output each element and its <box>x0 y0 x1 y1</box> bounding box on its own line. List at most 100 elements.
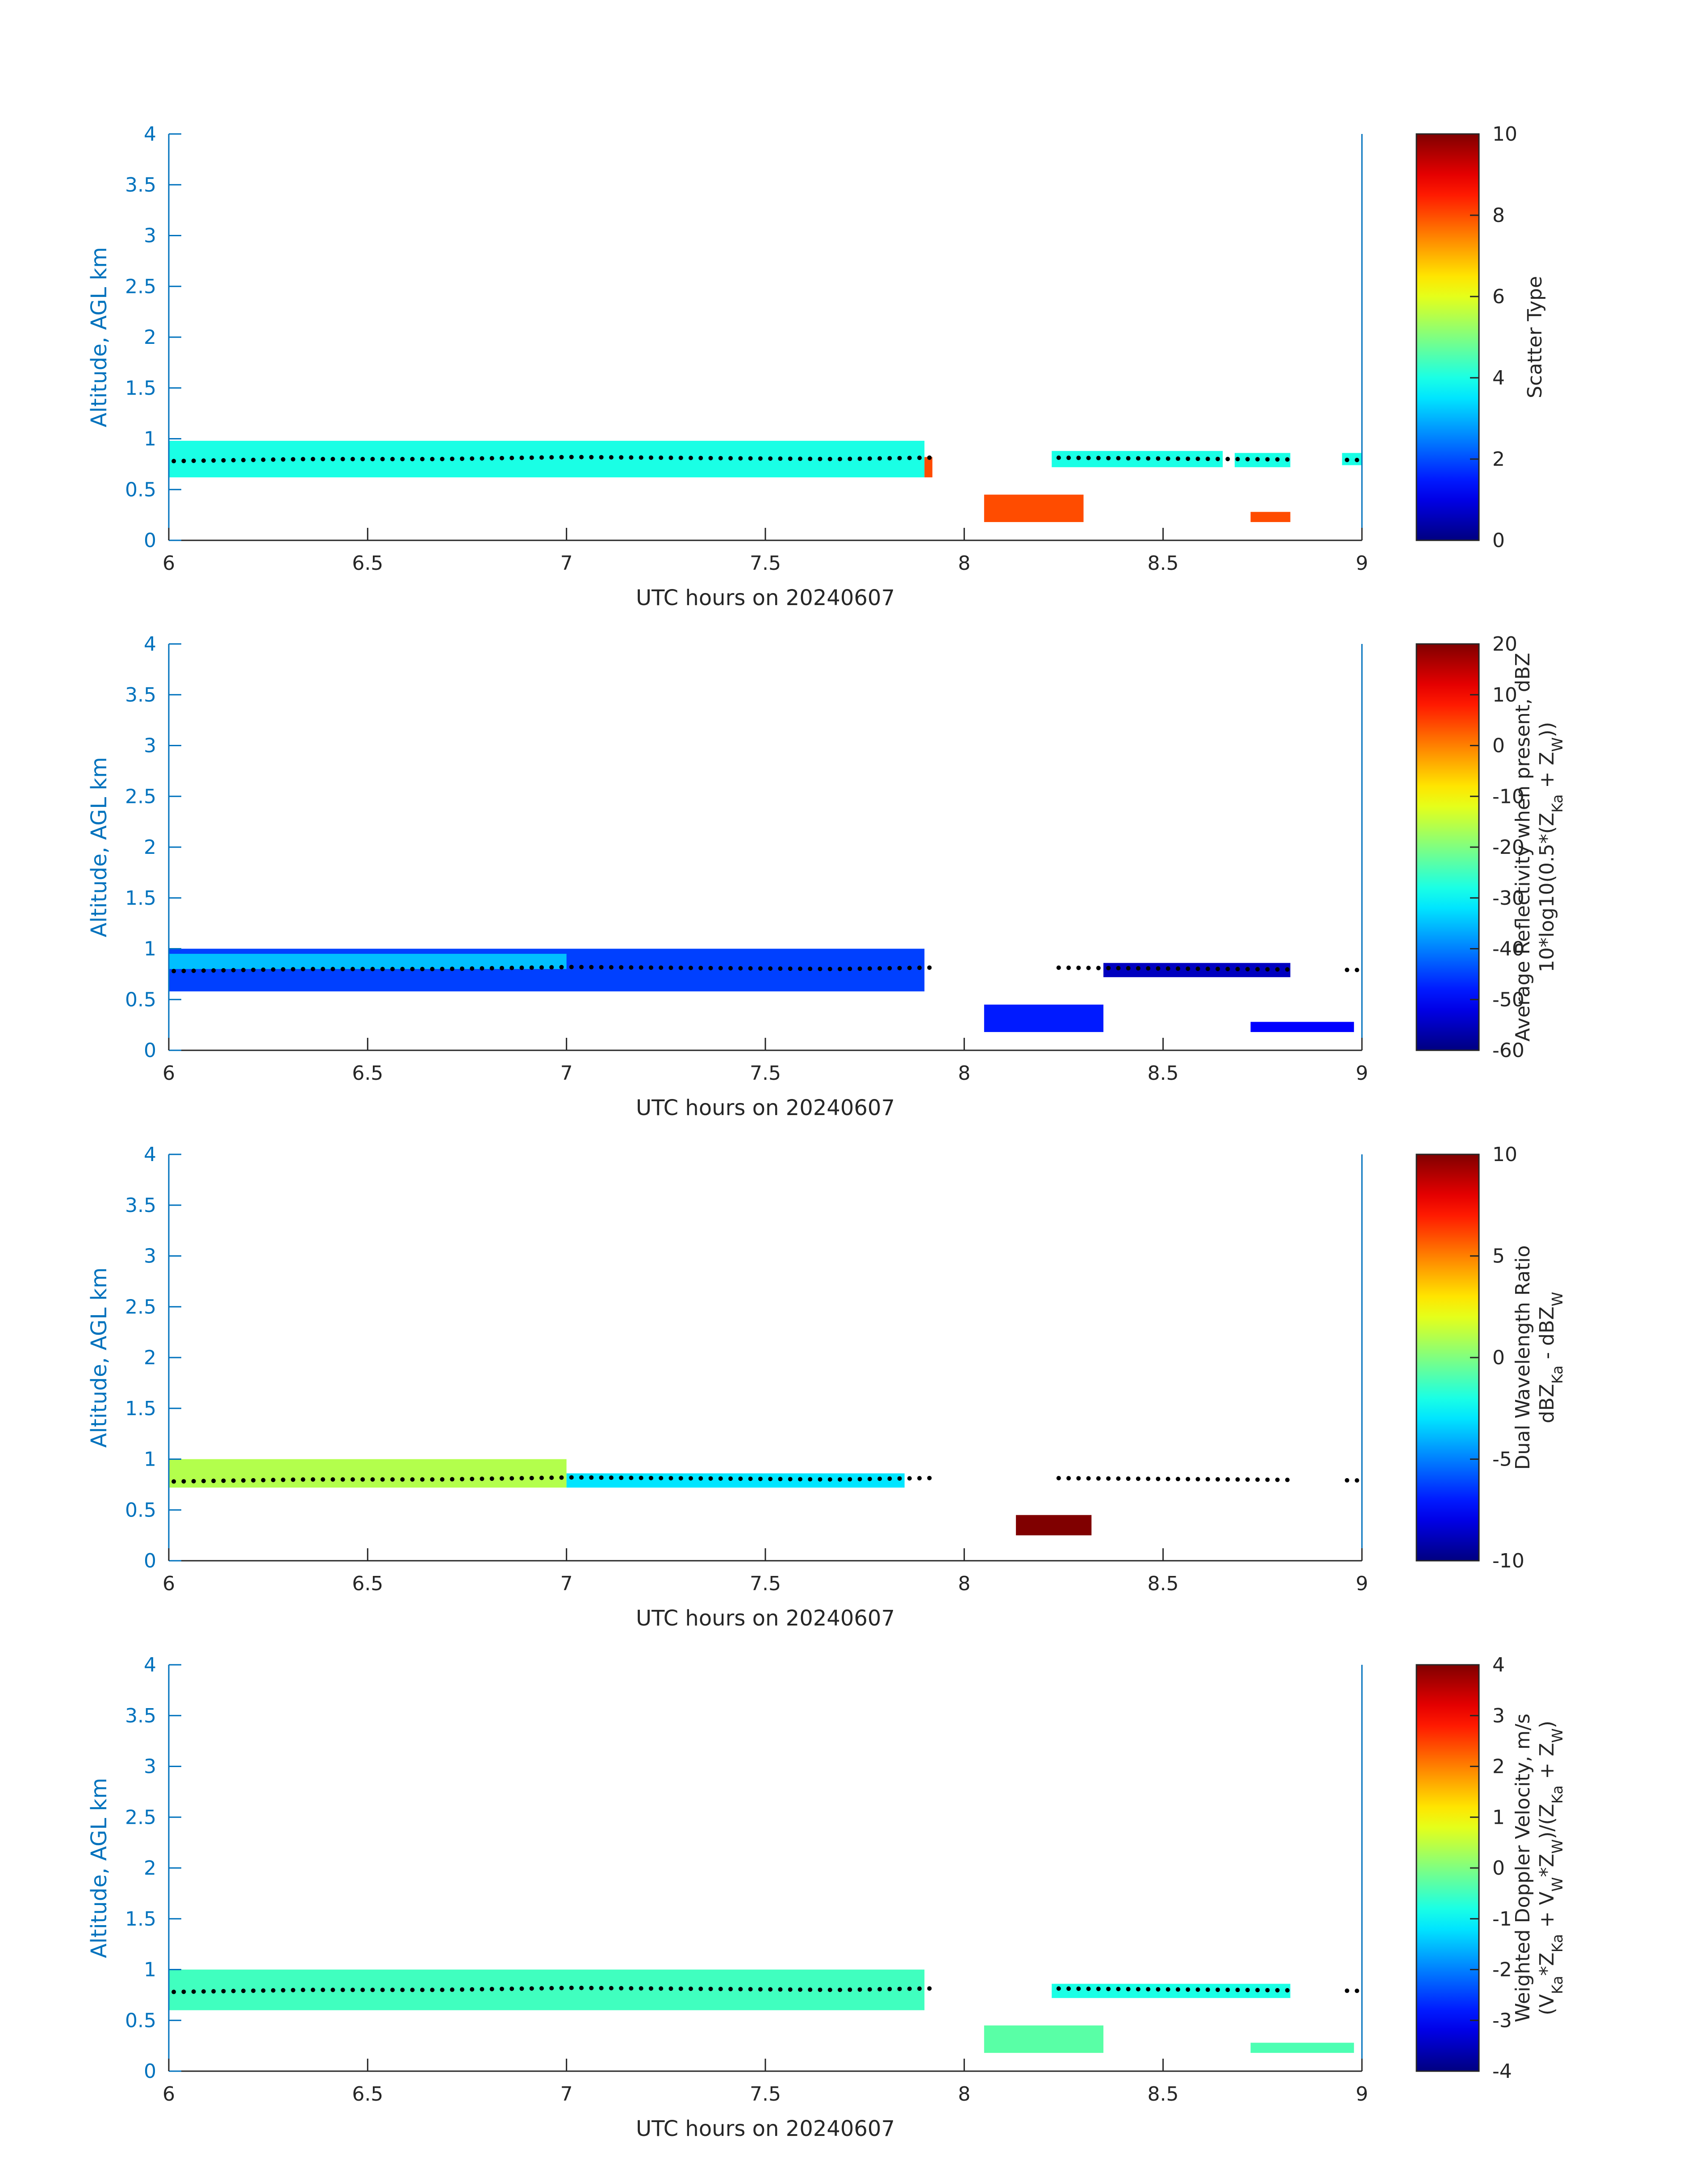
cloud-base-marker <box>758 456 763 461</box>
cloud-base-marker <box>360 1477 365 1482</box>
cloud-base-marker <box>1146 966 1151 971</box>
cloud-base-marker <box>400 1477 405 1482</box>
cloud-base-marker <box>1195 1987 1200 1992</box>
cloud-base-marker <box>768 456 773 461</box>
x-tick-label: 8 <box>958 1572 970 1595</box>
y-tick-label: 4 <box>144 633 156 656</box>
colorbar-tick-label: -30 <box>1492 887 1524 910</box>
cloud-base-marker <box>1345 457 1349 462</box>
cloud-base-marker <box>579 1475 584 1480</box>
cloud-base-marker <box>1255 457 1260 462</box>
cloud-base-marker <box>410 967 415 971</box>
y-tick-label: 2 <box>144 1346 156 1369</box>
y-tick-label: 3.5 <box>125 1705 156 1727</box>
colorbar-tick-label: 0 <box>1492 1857 1505 1880</box>
cloud-base-marker <box>698 1476 703 1481</box>
y-tick-label: 1.5 <box>125 1908 156 1930</box>
cloud-base-marker <box>420 967 425 971</box>
cloud-base-marker <box>609 455 614 460</box>
cloud-base-marker <box>519 455 524 460</box>
cloud-base-marker <box>480 966 484 971</box>
cloud-base-marker <box>211 1479 216 1483</box>
cloud-base-marker <box>569 965 574 969</box>
cloud-base-marker <box>838 1477 842 1482</box>
cloud-base-marker <box>659 965 664 970</box>
cloud-base-marker <box>519 1476 524 1481</box>
colorbar-tick-label: -10 <box>1492 1550 1524 1572</box>
cloud-base-marker <box>689 1986 693 1991</box>
cloud-base-marker <box>1215 966 1220 971</box>
cloud-base-marker <box>718 1987 723 1992</box>
cloud-base-marker <box>609 1475 614 1480</box>
cloud-base-marker <box>261 1988 266 1993</box>
cloud-base-marker <box>350 1988 355 1992</box>
cloud-base-marker <box>708 1476 713 1481</box>
colorbar-tick-label: 2 <box>1492 1755 1505 1778</box>
x-tick-label: 7 <box>560 2083 573 2106</box>
cloud-base-marker <box>251 1988 256 1993</box>
colorbar-tick-label: 2 <box>1492 448 1505 471</box>
cloud-base-marker <box>499 1476 504 1481</box>
cloud-base-marker <box>410 1477 415 1482</box>
cloud-base-marker <box>191 458 196 463</box>
cloud-base-marker <box>778 1477 783 1482</box>
cloud-base-marker <box>1156 1987 1161 1992</box>
cloud-base-marker <box>1126 1987 1131 1992</box>
cloud-base-marker <box>857 1477 862 1482</box>
cloud-base-marker <box>1275 1988 1280 1993</box>
data-cell-region <box>1250 1022 1354 1032</box>
x-axis-label: UTC hours on 20240607 <box>636 585 895 610</box>
cloud-base-marker <box>549 1986 554 1991</box>
cloud-base-marker <box>549 965 554 970</box>
cloud-base-marker <box>569 455 574 460</box>
x-tick-label: 6.5 <box>352 552 383 575</box>
y-tick-label: 1 <box>144 938 156 961</box>
cloud-base-marker <box>917 455 922 460</box>
cloud-base-marker <box>798 966 802 971</box>
cloud-base-marker <box>569 1985 574 1990</box>
y-tick-label: 4 <box>144 1143 156 1166</box>
cloud-base-marker <box>330 1988 335 1992</box>
colorbar-tick-label: 8 <box>1492 204 1505 227</box>
cloud-base-marker <box>1116 456 1121 461</box>
cloud-base-marker <box>459 966 464 971</box>
cloud-base-marker <box>848 456 852 461</box>
cloud-base-marker <box>440 1477 445 1482</box>
cloud-base-marker <box>1136 966 1140 971</box>
cloud-base-marker <box>310 457 315 461</box>
cloud-base-marker <box>639 1475 643 1480</box>
cloud-base-marker <box>301 1988 305 1993</box>
colorbar-tick-label: -20 <box>1492 836 1524 859</box>
y-tick-label: 0.5 <box>125 478 156 501</box>
cloud-base-marker <box>629 965 634 970</box>
cloud-base-marker <box>410 457 415 461</box>
cloud-base-marker <box>629 1475 634 1480</box>
cloud-base-marker <box>1265 967 1270 972</box>
cloud-base-marker <box>509 1476 514 1481</box>
colorbar-gradient <box>1416 133 1480 541</box>
cloud-base-marker <box>748 966 753 971</box>
cloud-base-marker <box>897 1476 902 1481</box>
cloud-base-marker <box>818 1987 823 1992</box>
cloud-base-marker <box>1354 458 1359 463</box>
cloud-base-marker <box>867 456 872 461</box>
cloud-base-marker <box>589 1475 594 1480</box>
cloud-base-marker <box>728 966 733 971</box>
cloud-base-marker <box>857 966 862 971</box>
y-tick-label: 4 <box>144 123 156 146</box>
y-tick-label: 2.5 <box>125 1295 156 1318</box>
cloud-base-marker <box>619 1475 624 1480</box>
y-tick-label: 0 <box>144 529 156 552</box>
cloud-base-marker <box>1195 456 1200 461</box>
cloud-base-marker <box>201 1989 206 1994</box>
cloud-base-marker <box>907 1476 912 1481</box>
cloud-base-marker <box>241 1478 246 1483</box>
cloud-base-marker <box>529 455 534 460</box>
cloud-base-marker <box>1354 968 1359 973</box>
cloud-base-marker <box>201 1479 206 1483</box>
cloud-base-marker <box>798 456 802 461</box>
cloud-base-marker <box>529 1475 534 1480</box>
cloud-base-marker <box>1116 1987 1121 1992</box>
cloud-base-marker <box>360 1988 365 1992</box>
